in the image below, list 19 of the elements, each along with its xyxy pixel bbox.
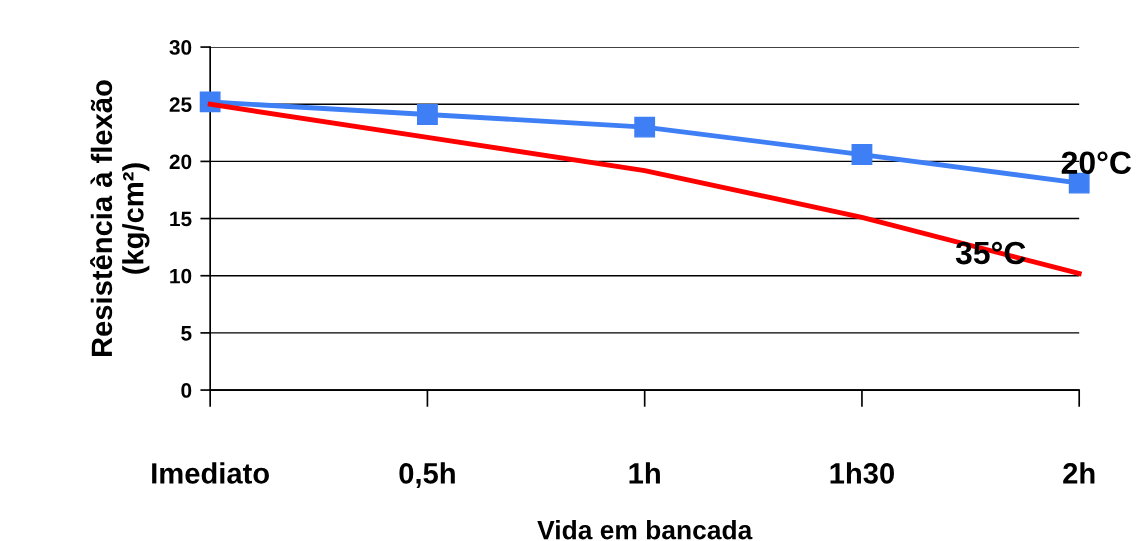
point: [1068, 172, 1090, 194]
x-axis-title: Vida em bancada: [537, 520, 753, 540]
x-tick-label: Imediato: [152, 462, 269, 484]
y-tick-label: 10: [170, 268, 192, 284]
y-tick-label: 25: [169, 97, 192, 112]
x-tick-label: 0,5h: [399, 462, 455, 488]
x-tick-label: 1h30: [830, 462, 894, 484]
y-tick-label: 0: [181, 383, 192, 398]
y-tick-label: 20: [169, 154, 192, 170]
y-tick-label: 5: [181, 326, 192, 341]
point: [851, 144, 873, 165]
point: [634, 116, 656, 138]
y-tick-label: 30: [169, 40, 192, 55]
y-tick-label: 15: [170, 211, 192, 227]
y-axis-title: Resistência à flexão (kg/cm²): [90, 80, 150, 357]
series-label: 20°C: [1061, 151, 1132, 175]
point: [417, 104, 438, 125]
x-tick-label: 2h: [1063, 462, 1095, 484]
x-tick-label: 1h: [629, 462, 660, 484]
